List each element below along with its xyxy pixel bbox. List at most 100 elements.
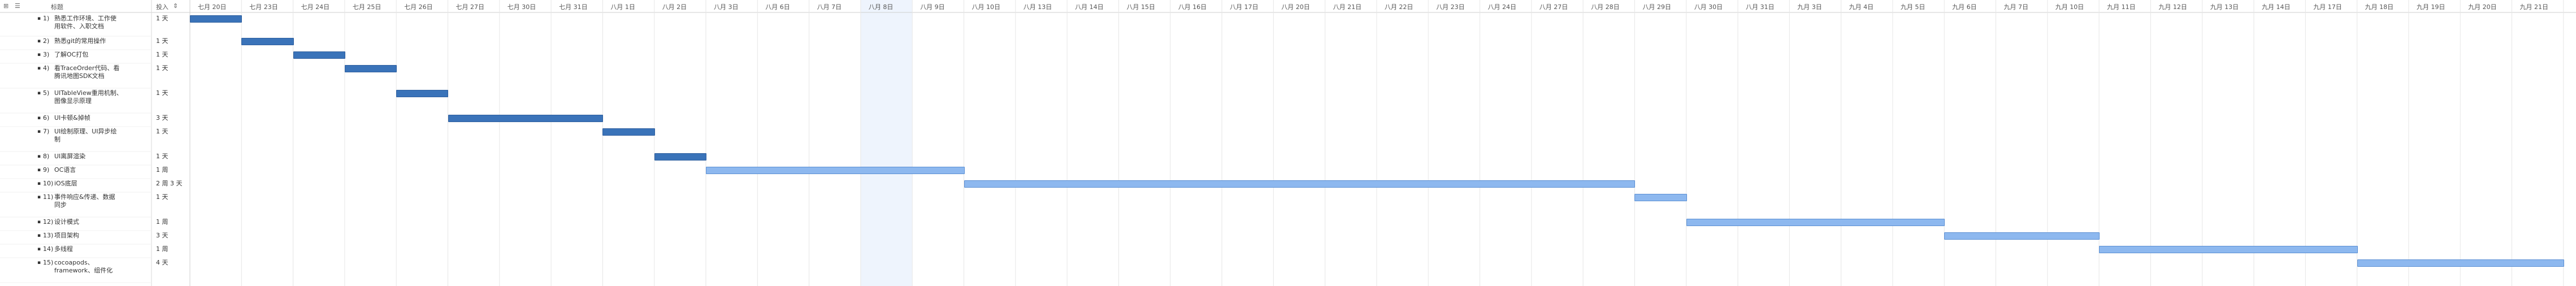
row-bullet-icon[interactable]: ▪ (37, 16, 41, 21)
row-bullet-icon[interactable]: ▪ (37, 260, 41, 266)
task-title[interactable]: 设计模式 (54, 218, 79, 226)
row-bullet-icon[interactable]: ▪ (37, 246, 41, 252)
column-header-duration[interactable]: 投入 (156, 3, 168, 11)
task-number: 3) (43, 51, 50, 58)
task-bar[interactable] (1634, 194, 1687, 201)
task-title[interactable]: 熟悉git的常用操作 (54, 37, 106, 45)
task-title[interactable]: 用软件、入职文档 (54, 23, 104, 30)
task-title[interactable]: 制 (54, 136, 60, 143)
task-bar[interactable] (706, 167, 965, 174)
date-header: 八月 21日 (1333, 3, 1362, 11)
task-duration: 3 天 (156, 232, 168, 239)
task-title[interactable]: 熟悉工作环境、工作使 (54, 15, 116, 22)
task-title[interactable]: UI离屏渲染 (54, 153, 86, 160)
date-header: 九月 21日 (2519, 3, 2549, 11)
task-duration: 1 天 (156, 37, 168, 45)
row-bullet-icon[interactable]: ▪ (37, 167, 41, 173)
task-title[interactable]: 项目架构 (54, 232, 79, 239)
date-header: 八月 22日 (1384, 3, 1413, 11)
task-number: 4) (43, 64, 50, 72)
task-title[interactable]: 图像显示原理 (54, 97, 92, 105)
task-duration: 1 天 (156, 153, 168, 160)
task-title[interactable]: 同步 (54, 201, 67, 209)
task-title[interactable]: iOS底层 (54, 180, 77, 187)
task-number: 15) (43, 259, 54, 266)
task-duration: 1 天 (156, 15, 168, 22)
grid-icon[interactable]: ⊞ (3, 2, 9, 10)
row-bullet-icon[interactable]: ▪ (37, 219, 41, 225)
task-bar[interactable] (1944, 232, 2100, 240)
task-title[interactable]: cocoapods、 (54, 259, 94, 266)
task-number: 5) (43, 89, 50, 97)
task-bar[interactable] (1686, 219, 1945, 226)
date-header: 七月 24日 (301, 3, 330, 11)
date-header: 九月 19日 (2416, 3, 2445, 11)
date-header: 八月 17日 (1230, 3, 1259, 11)
date-header: 七月 30日 (507, 3, 536, 11)
task-title[interactable]: 多线程 (54, 245, 73, 253)
task-number: 6) (43, 114, 50, 122)
row-bullet-icon[interactable]: ▪ (37, 129, 41, 135)
row-bullet-icon[interactable]: ▪ (37, 154, 41, 159)
task-bar[interactable] (344, 65, 397, 72)
task-number: 8) (43, 153, 50, 160)
date-header: 七月 23日 (249, 3, 278, 11)
row-bullet-icon[interactable]: ▪ (37, 194, 41, 200)
task-title[interactable]: 了解OC打包 (54, 51, 89, 58)
date-header: 九月 20日 (2468, 3, 2497, 11)
task-bar[interactable] (190, 15, 242, 23)
tasks-icon[interactable]: ☰ (15, 2, 20, 10)
sort-icon[interactable]: ⇕ (173, 2, 179, 10)
row-bullet-icon[interactable]: ▪ (37, 181, 41, 187)
task-duration: 1 天 (156, 89, 168, 97)
date-header: 七月 25日 (352, 3, 381, 11)
task-duration: 1 周 (156, 245, 168, 253)
task-title[interactable]: framework、组件化 (54, 267, 113, 274)
row-bullet-icon[interactable]: ▪ (37, 233, 41, 239)
task-title[interactable]: 事件响应&传递、数据 (54, 193, 115, 201)
date-header: 九月 11日 (2107, 3, 2136, 11)
task-bar[interactable] (2357, 259, 2564, 267)
date-header: 九月 6日 (1952, 3, 1977, 11)
task-number: 2) (43, 37, 50, 45)
column-header-title[interactable]: 标题 (51, 3, 63, 11)
task-duration: 1 周 (156, 166, 168, 174)
date-header: 八月 10日 (972, 3, 1001, 11)
row-bullet-icon[interactable]: ▪ (37, 52, 41, 58)
date-header: 八月 27日 (1539, 3, 1568, 11)
task-bar[interactable] (293, 51, 345, 59)
task-bar[interactable] (2099, 246, 2358, 253)
date-header: 九月 17日 (2313, 3, 2342, 11)
date-header: 九月 18日 (2365, 3, 2394, 11)
task-title[interactable]: 看TraceOrder代码、看 (54, 64, 120, 72)
task-bar[interactable] (448, 115, 604, 122)
row-bullet-icon[interactable]: ▪ (37, 38, 41, 44)
row-bullet-icon[interactable]: ▪ (37, 66, 41, 71)
task-duration: 1 天 (156, 64, 168, 72)
task-bar[interactable] (396, 90, 449, 97)
date-header: 八月 31日 (1746, 3, 1775, 11)
task-duration: 3 天 (156, 114, 168, 122)
date-header: 九月 5日 (1900, 3, 1926, 11)
task-number: 12) (43, 218, 54, 226)
task-number: 13) (43, 232, 54, 239)
date-header: 九月 14日 (2262, 3, 2291, 11)
task-bar[interactable] (241, 38, 294, 45)
row-bullet-icon[interactable]: ▪ (37, 90, 41, 96)
task-title[interactable]: UI卡顿&掉帧 (54, 114, 90, 122)
task-bar[interactable] (964, 180, 1636, 188)
task-number: 1) (43, 15, 50, 22)
row-bullet-icon[interactable]: ▪ (37, 115, 41, 121)
date-header: 八月 24日 (1488, 3, 1517, 11)
task-duration: 2 周 3 天 (156, 180, 183, 187)
date-header: 八月 7日 (817, 3, 842, 11)
task-title[interactable]: UITableView重用机制、 (54, 89, 123, 97)
task-number: 7) (43, 128, 50, 135)
date-header: 九月 3日 (1797, 3, 1822, 11)
task-bar[interactable] (654, 153, 706, 161)
task-title[interactable]: UI绘制原理、UI异步绘 (54, 128, 117, 135)
today-highlight (860, 0, 913, 286)
task-title[interactable]: 腾讯地图SDK文档 (54, 72, 105, 80)
task-bar[interactable] (602, 128, 655, 136)
task-title[interactable]: OC语言 (54, 166, 76, 174)
